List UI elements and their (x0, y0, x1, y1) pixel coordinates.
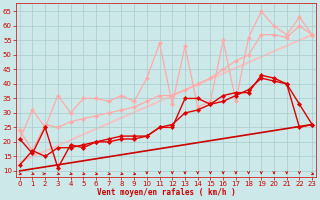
X-axis label: Vent moyen/en rafales ( km/h ): Vent moyen/en rafales ( km/h ) (97, 188, 235, 197)
